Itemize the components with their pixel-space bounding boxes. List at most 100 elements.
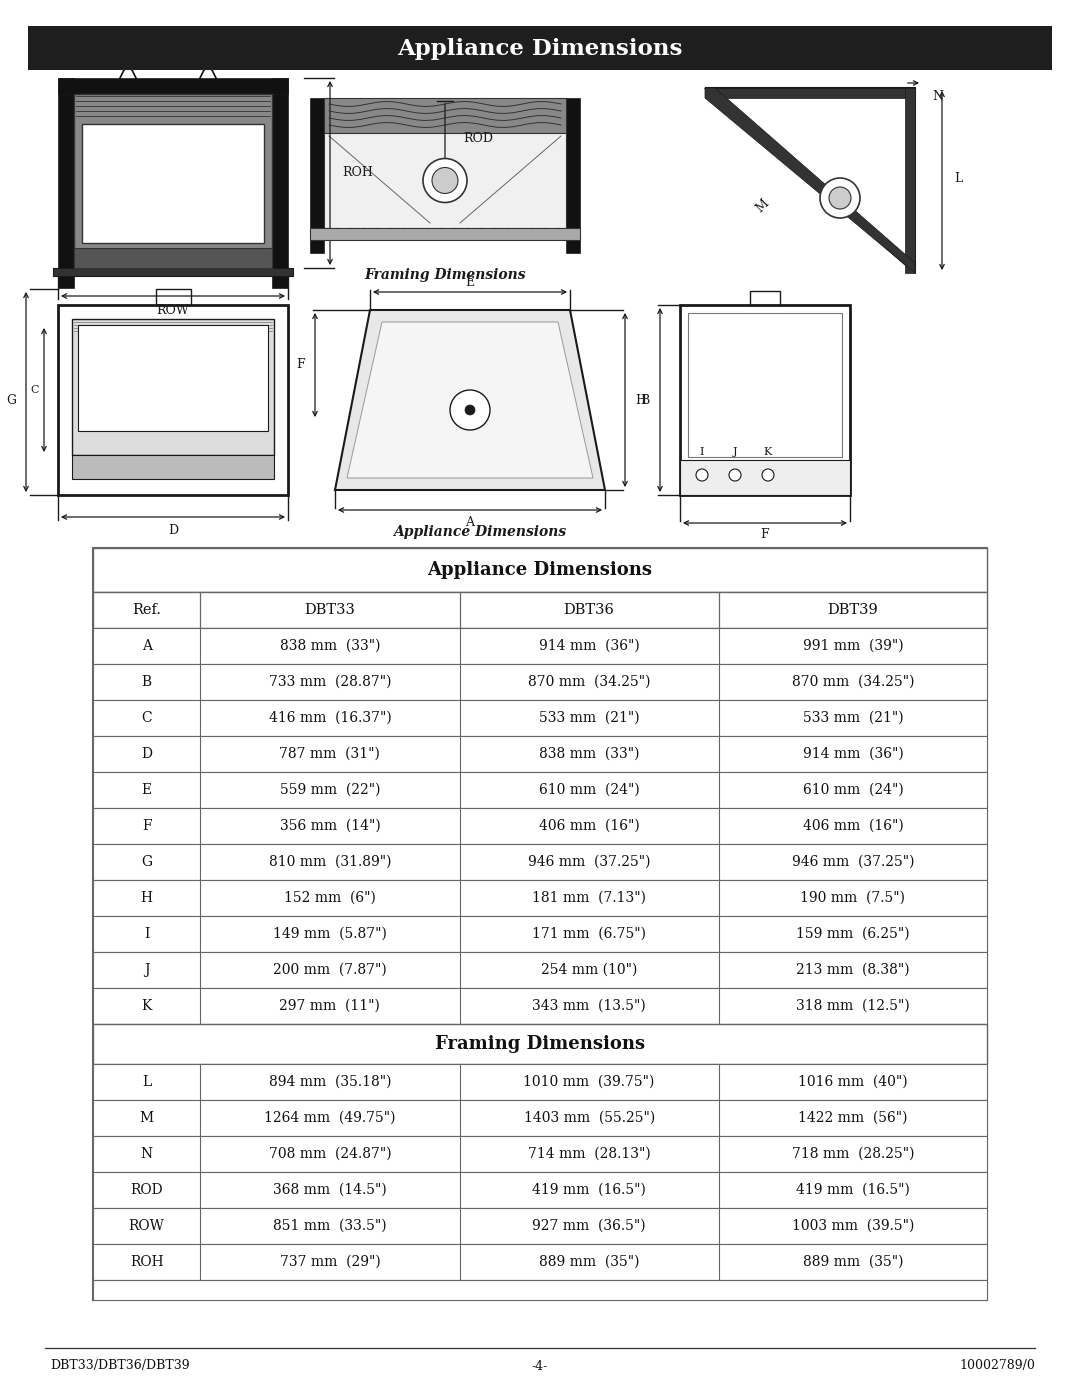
Text: 318 mm  (12.5"): 318 mm (12.5")	[796, 999, 909, 1013]
Text: 708 mm  (24.87"): 708 mm (24.87")	[269, 1147, 391, 1161]
Text: ROH: ROH	[130, 1255, 163, 1268]
Text: 894 mm  (35.18"): 894 mm (35.18")	[269, 1076, 391, 1090]
Bar	[93, 1024, 987, 1065]
Text: E: E	[465, 277, 474, 289]
Text: F: F	[760, 528, 769, 542]
Bar	[82, 124, 264, 243]
Text: 149 mm  (5.87"): 149 mm (5.87")	[273, 928, 387, 942]
Text: 10002789/0: 10002789/0	[959, 1359, 1035, 1372]
Text: 810 mm  (31.89"): 810 mm (31.89")	[269, 855, 391, 869]
Bar	[75, 249, 272, 268]
Text: 406 mm  (16"): 406 mm (16")	[539, 819, 639, 833]
Text: 1403 mm  (55.25"): 1403 mm (55.25")	[524, 1111, 654, 1125]
Bar	[680, 305, 850, 495]
Bar	[93, 1208, 987, 1243]
Bar	[93, 1243, 987, 1280]
Circle shape	[729, 469, 741, 481]
Bar	[58, 78, 75, 288]
Text: 356 mm  (14"): 356 mm (14")	[280, 819, 380, 833]
Text: 1003 mm  (39.5"): 1003 mm (39.5")	[792, 1220, 914, 1234]
Text: 838 mm  (33"): 838 mm (33")	[280, 638, 380, 652]
Text: M: M	[139, 1111, 153, 1125]
Text: H: H	[140, 891, 152, 905]
Text: 1016 mm  (40"): 1016 mm (40")	[798, 1076, 907, 1090]
Text: Framing Dimensions: Framing Dimensions	[364, 268, 526, 282]
Bar	[93, 951, 987, 988]
Text: A: A	[141, 638, 151, 652]
Text: -4-: -4-	[531, 1359, 549, 1372]
Text: 787 mm  (31"): 787 mm (31")	[280, 747, 380, 761]
Text: J: J	[732, 447, 738, 457]
Text: 610 mm  (24"): 610 mm (24")	[539, 782, 639, 798]
Text: E: E	[141, 782, 151, 798]
Text: 914 mm  (36"): 914 mm (36")	[539, 638, 639, 652]
Text: ROD: ROD	[131, 1183, 163, 1197]
Polygon shape	[705, 88, 915, 272]
Text: F: F	[296, 359, 305, 372]
Bar	[93, 1172, 987, 1208]
Text: K: K	[764, 447, 772, 457]
Bar	[93, 1136, 987, 1172]
Text: 406 mm  (16"): 406 mm (16")	[802, 819, 903, 833]
Text: ROH: ROH	[342, 166, 373, 179]
Text: G: G	[6, 394, 16, 407]
Bar	[72, 319, 274, 455]
Bar	[93, 844, 987, 880]
Circle shape	[820, 177, 860, 218]
Bar	[75, 94, 272, 268]
Text: N: N	[932, 89, 943, 102]
Circle shape	[465, 405, 475, 415]
Text: DBT39: DBT39	[827, 604, 878, 617]
Text: 1010 mm  (39.75"): 1010 mm (39.75")	[524, 1076, 654, 1090]
Circle shape	[762, 469, 774, 481]
Text: 171 mm  (6.75"): 171 mm (6.75")	[532, 928, 646, 942]
Text: 838 mm  (33"): 838 mm (33")	[539, 747, 639, 761]
Text: 991 mm  (39"): 991 mm (39")	[802, 638, 903, 652]
Bar	[750, 291, 780, 305]
Bar	[156, 289, 190, 305]
Circle shape	[696, 469, 708, 481]
Bar	[93, 1099, 987, 1136]
Text: I: I	[144, 928, 149, 942]
Text: Ref.: Ref.	[132, 604, 161, 617]
Text: ROD: ROD	[463, 131, 492, 144]
Text: 297 mm  (11"): 297 mm (11")	[280, 999, 380, 1013]
Text: D: D	[167, 524, 178, 538]
Text: C: C	[141, 711, 152, 725]
Text: 254 mm (10"): 254 mm (10")	[541, 963, 637, 977]
Text: DBT33/DBT36/DBT39: DBT33/DBT36/DBT39	[50, 1359, 190, 1372]
Bar	[93, 773, 987, 807]
Bar	[93, 988, 987, 1024]
Text: 889 mm  (35"): 889 mm (35")	[802, 1255, 903, 1268]
Text: 419 mm  (16.5"): 419 mm (16.5")	[532, 1183, 646, 1197]
Bar	[93, 700, 987, 736]
Circle shape	[450, 390, 490, 430]
Bar	[93, 807, 987, 844]
Text: N: N	[140, 1147, 152, 1161]
Bar	[53, 268, 293, 277]
Bar	[93, 1065, 987, 1099]
Bar	[905, 88, 915, 272]
Text: 190 mm  (7.5"): 190 mm (7.5")	[800, 891, 905, 905]
Text: B: B	[640, 394, 650, 407]
Text: 213 mm  (8.38"): 213 mm (8.38")	[796, 963, 909, 977]
Text: 159 mm  (6.25"): 159 mm (6.25")	[796, 928, 909, 942]
Text: 200 mm  (7.87"): 200 mm (7.87")	[273, 963, 387, 977]
Text: ROW: ROW	[129, 1220, 164, 1234]
Text: 714 mm  (28.13"): 714 mm (28.13")	[528, 1147, 650, 1161]
Bar	[93, 664, 987, 700]
Bar	[78, 326, 268, 432]
Bar	[93, 880, 987, 916]
Bar	[310, 228, 580, 240]
Bar	[93, 548, 987, 1301]
Text: 419 mm  (16.5"): 419 mm (16.5")	[796, 1183, 909, 1197]
Text: 1422 mm  (56"): 1422 mm (56")	[798, 1111, 907, 1125]
Text: K: K	[141, 999, 152, 1013]
Bar	[324, 98, 566, 133]
Text: 559 mm  (22"): 559 mm (22")	[280, 782, 380, 798]
Text: 718 mm  (28.25"): 718 mm (28.25")	[792, 1147, 914, 1161]
Text: 533 mm  (21"): 533 mm (21")	[539, 711, 639, 725]
Text: 927 mm  (36.5"): 927 mm (36.5")	[532, 1220, 646, 1234]
Circle shape	[432, 168, 458, 194]
Text: M: M	[753, 197, 771, 215]
